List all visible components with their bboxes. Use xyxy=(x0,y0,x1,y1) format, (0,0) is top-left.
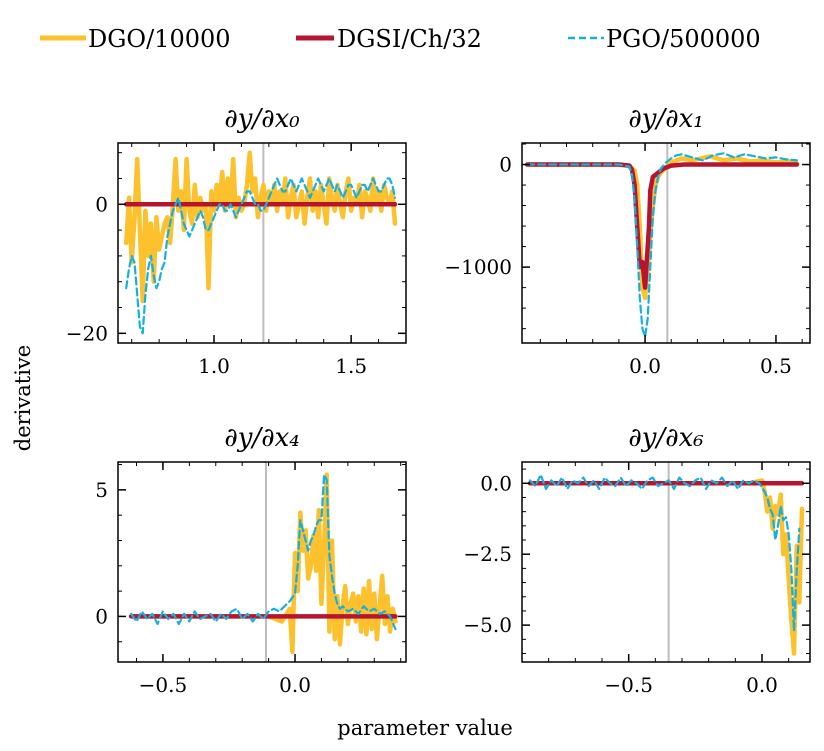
series-line-pgo xyxy=(130,473,397,631)
x-tick-label: 0.0 xyxy=(629,354,661,378)
y-tick-label: 0.0 xyxy=(480,471,512,495)
panel-title: ∂y/∂x₁ xyxy=(628,104,703,134)
y-tick-label: −1000 xyxy=(444,255,512,279)
series-line-pgo xyxy=(125,177,397,335)
plot-area xyxy=(524,143,800,343)
x-tick-label: 1.5 xyxy=(335,354,367,378)
series-line-dgsi xyxy=(524,162,800,290)
series-line-dgo xyxy=(524,154,800,301)
x-tick-label: 0.0 xyxy=(746,673,778,697)
x-tick-label: 0.5 xyxy=(760,354,792,378)
series-line-pgo xyxy=(526,152,799,338)
y-tick-label: 0 xyxy=(95,192,108,216)
plot-area xyxy=(527,462,805,662)
series-line-dgo xyxy=(123,150,398,304)
plot-area xyxy=(128,462,398,662)
axes-frame xyxy=(521,461,811,663)
y-tick-label: −20 xyxy=(66,321,108,345)
y-axis-label: derivative xyxy=(11,345,35,451)
x-tick-label: −0.5 xyxy=(604,673,653,697)
legend: DGO/10000 DGSI/Ch/32 PGO/500000 xyxy=(40,25,761,53)
axes-frame xyxy=(117,142,407,344)
axes-frame xyxy=(521,142,811,344)
y-tick-label: 0 xyxy=(95,604,108,628)
y-tick-label: −2.5 xyxy=(463,542,512,566)
series-line-dgo xyxy=(527,478,805,656)
x-tick-label: 1.0 xyxy=(198,354,230,378)
legend-label-pgo: PGO/500000 xyxy=(606,25,761,53)
x-axis-label: parameter value xyxy=(337,716,513,740)
panel-dy-dx6: ∂y/∂x₆ −0.5 0.0 0.0 −2.5 −5.0 xyxy=(463,423,811,697)
y-tick-label: 0 xyxy=(499,153,512,177)
panel-title: ∂y/∂x₀ xyxy=(224,104,300,134)
panel-title: ∂y/∂x₆ xyxy=(628,423,703,453)
panel-title: ∂y/∂x₄ xyxy=(224,423,299,453)
x-tick-label: 0.0 xyxy=(279,673,311,697)
series-line-pgo xyxy=(528,473,801,632)
series-line-dgo xyxy=(128,472,398,655)
plot-area xyxy=(123,143,398,343)
panel-dy-dx1: ∂y/∂x₁ 0.0 0.5 0 −1000 xyxy=(444,104,811,378)
panel-dy-dx4: ∂y/∂x₄ −0.5 0.0 0 5 xyxy=(95,423,407,697)
legend-label-dgo: DGO/10000 xyxy=(88,25,231,53)
y-tick-label: −5.0 xyxy=(463,613,512,637)
x-tick-label: −0.5 xyxy=(139,673,188,697)
y-tick-label: 5 xyxy=(95,478,108,502)
axes-frame xyxy=(117,461,407,663)
legend-label-dgsi: DGSI/Ch/32 xyxy=(337,25,482,53)
panel-dy-dx0: ∂y/∂x₀ 1.0 1.5 0 −20 xyxy=(66,104,407,378)
